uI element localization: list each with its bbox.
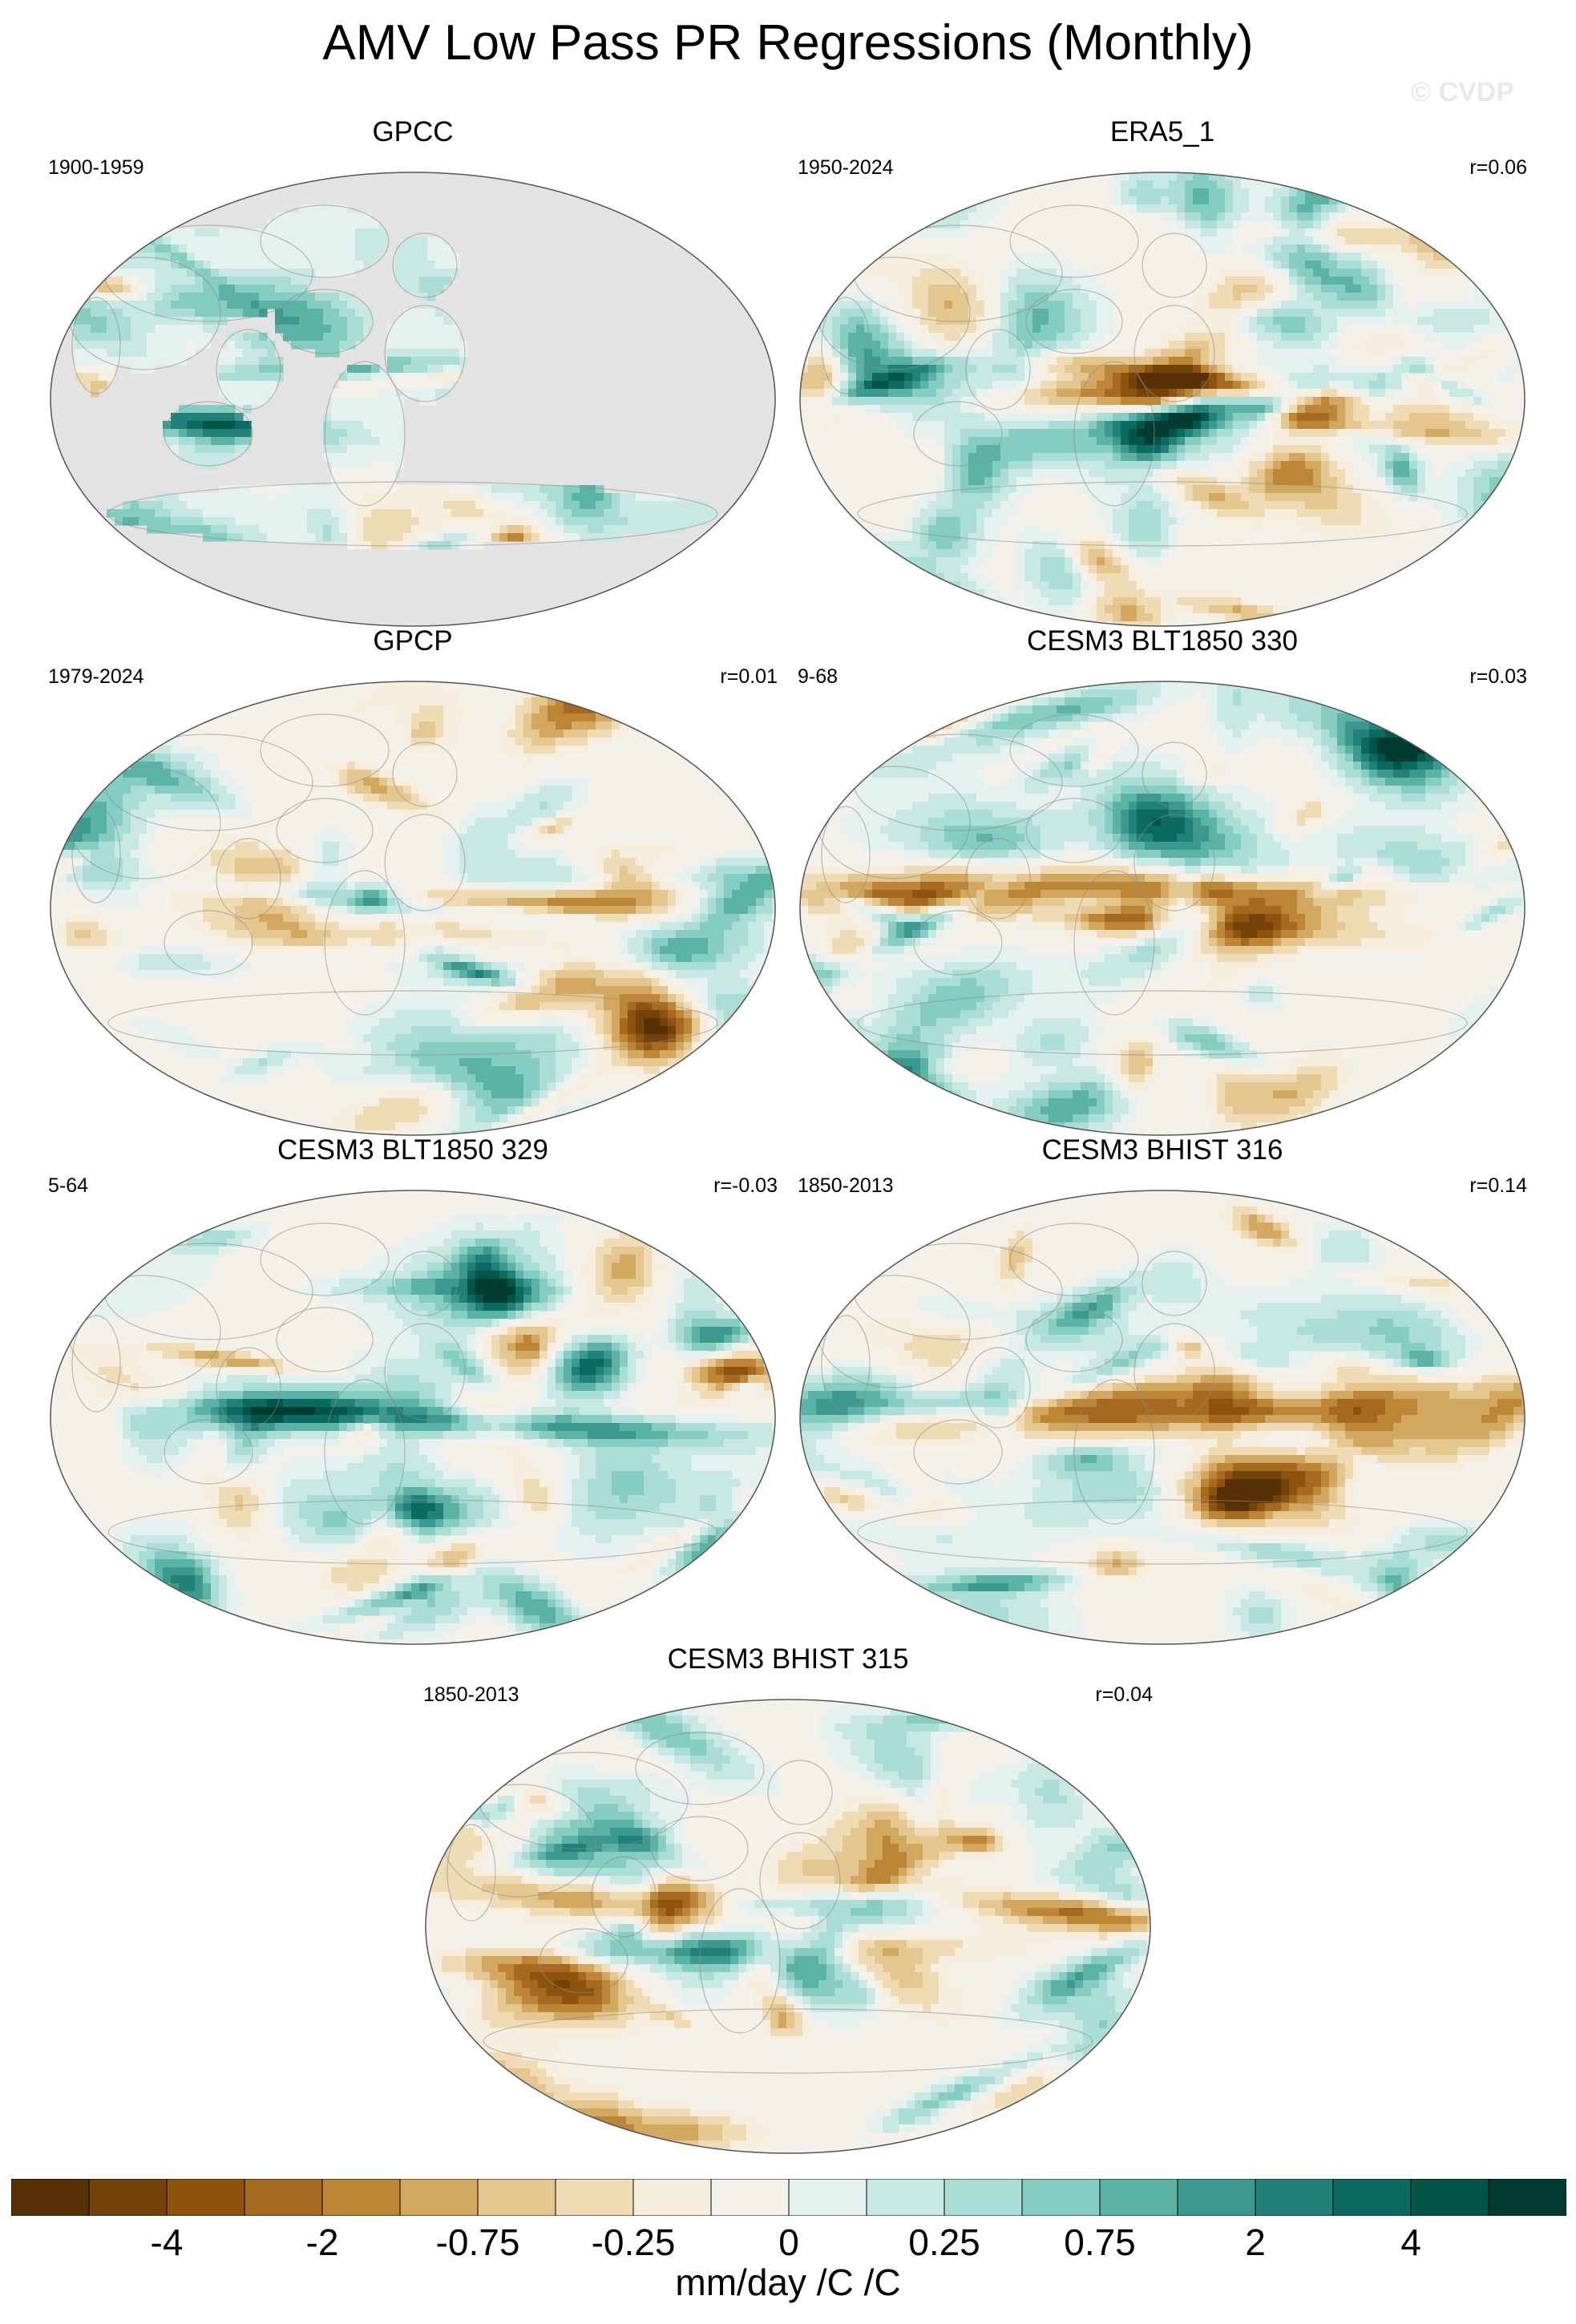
colorbar bbox=[11, 2179, 1566, 2216]
colorbar-swatch bbox=[788, 2179, 867, 2216]
panel-title: CESM3 BHIST 316 bbox=[798, 1134, 1527, 1166]
panel-title: GPCP bbox=[48, 625, 778, 657]
colorbar-swatch bbox=[1255, 2179, 1334, 2216]
colorbar-swatch bbox=[710, 2179, 790, 2216]
panel-title: CESM3 BHIST 315 bbox=[423, 1643, 1153, 1675]
colorbar-tick-label: 2 bbox=[1245, 2221, 1266, 2264]
colorbar-swatch bbox=[866, 2179, 945, 2216]
map-panel-blt329: CESM3 BLT1850 329 5-64 r=-0.03 bbox=[48, 1134, 778, 1647]
map-panel-bhist315: CESM3 BHIST 315 1850-2013 r=0.04 bbox=[423, 1643, 1153, 2156]
colorbar-swatch bbox=[477, 2179, 556, 2216]
panel-period: 1950-2024 bbox=[798, 156, 894, 180]
colorbar-swatch bbox=[244, 2179, 323, 2216]
colorbar-tick-label: 0 bbox=[778, 2221, 799, 2264]
map-panel-bhist316: CESM3 BHIST 316 1850-2013 r=0.14 bbox=[798, 1134, 1527, 1647]
colorbar-tick-label: 0.25 bbox=[908, 2221, 980, 2264]
colorbar-swatch bbox=[555, 2179, 634, 2216]
panel-title: GPCC bbox=[48, 116, 778, 148]
panel-correlation: r=0.01 bbox=[720, 665, 778, 689]
colorbar-tick-label: 0.75 bbox=[1064, 2221, 1136, 2264]
colorbar-tick-label: 4 bbox=[1400, 2221, 1421, 2264]
cvdp-watermark: © CVDP bbox=[1411, 77, 1514, 108]
map-panel-gpcc: GPCC 1900-1959 bbox=[48, 116, 778, 629]
colorbar-swatch bbox=[11, 2179, 90, 2216]
panel-correlation: r=0.14 bbox=[1469, 1174, 1527, 1198]
map-gpcp bbox=[50, 681, 776, 1136]
panel-title: ERA5_1 bbox=[798, 116, 1527, 148]
panel-period: 1850-2013 bbox=[423, 1683, 519, 1707]
panel-correlation: r=0.06 bbox=[1469, 156, 1527, 180]
colorbar-swatch bbox=[1177, 2179, 1256, 2216]
map-panel-gpcp: GPCP 1979-2024 r=0.01 bbox=[48, 625, 778, 1138]
panel-period: 1979-2024 bbox=[48, 665, 144, 689]
map-bhist315 bbox=[425, 1699, 1151, 2154]
panel-correlation: r=-0.03 bbox=[713, 1174, 778, 1198]
colorbar-swatch bbox=[1332, 2179, 1412, 2216]
colorbar-swatch bbox=[1021, 2179, 1101, 2216]
panel-period: 5-64 bbox=[48, 1174, 88, 1198]
map-blt329 bbox=[50, 1190, 776, 1645]
map-bhist316 bbox=[799, 1190, 1525, 1645]
panel-title: CESM3 BLT1850 330 bbox=[798, 625, 1527, 657]
colorbar-swatch bbox=[321, 2179, 401, 2216]
colorbar-tick-label: -0.25 bbox=[592, 2221, 676, 2264]
map-panel-blt330: CESM3 BLT1850 330 9-68 r=0.03 bbox=[798, 625, 1527, 1138]
colorbar-swatch bbox=[166, 2179, 245, 2216]
colorbar-swatch bbox=[1488, 2179, 1566, 2216]
map-panel-era5: ERA5_1 1950-2024 r=0.06 bbox=[798, 116, 1527, 629]
map-gpcc bbox=[50, 172, 776, 627]
colorbar-tick-label: -2 bbox=[306, 2221, 339, 2264]
map-blt330 bbox=[799, 681, 1525, 1136]
figure-title: AMV Low Pass PR Regressions (Monthly) bbox=[0, 14, 1576, 71]
panel-correlation: r=0.04 bbox=[1095, 1683, 1153, 1707]
colorbar-swatch bbox=[1099, 2179, 1178, 2216]
panel-period: 1900-1959 bbox=[48, 156, 144, 180]
colorbar-tick-label: -0.75 bbox=[436, 2221, 520, 2264]
colorbar-swatch bbox=[944, 2179, 1023, 2216]
panel-period: 9-68 bbox=[798, 665, 838, 689]
panel-title: CESM3 BLT1850 329 bbox=[48, 1134, 778, 1166]
colorbar-swatch bbox=[632, 2179, 712, 2216]
colorbar-swatch bbox=[399, 2179, 479, 2216]
colorbar-swatch bbox=[1410, 2179, 1489, 2216]
colorbar-tick-label: -4 bbox=[151, 2221, 184, 2264]
panel-correlation: r=0.03 bbox=[1469, 665, 1527, 689]
colorbar-units: mm/day /C /C bbox=[0, 2261, 1576, 2304]
map-era5 bbox=[799, 172, 1525, 627]
panel-period: 1850-2013 bbox=[798, 1174, 894, 1198]
colorbar-swatch bbox=[88, 2179, 168, 2216]
